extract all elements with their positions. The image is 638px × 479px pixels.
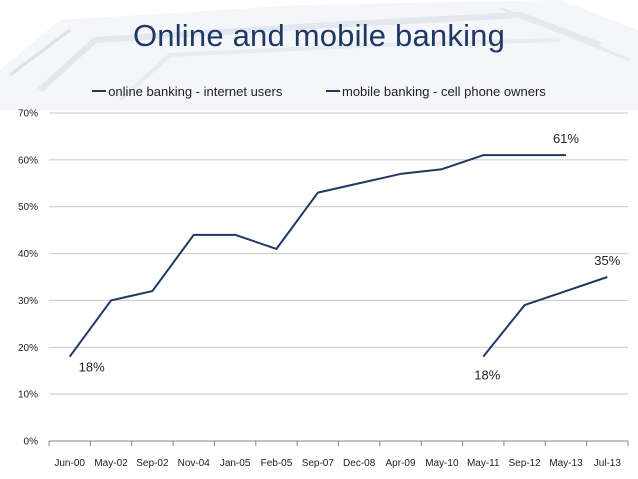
data-label: 35% (594, 253, 620, 268)
x-tick-label: May-13 (549, 458, 583, 469)
y-tick-label: 60% (18, 155, 38, 166)
y-tick-label: 70% (18, 109, 38, 120)
y-tick-label: 30% (18, 296, 38, 307)
x-tick-label: May-10 (425, 458, 459, 469)
y-tick-label: 0% (24, 437, 39, 448)
x-tick-label: Apr-09 (386, 458, 416, 469)
x-tick-label: Sep-07 (302, 458, 335, 469)
x-tick-label: Jul-13 (594, 458, 622, 469)
y-tick-label: 10% (18, 390, 38, 401)
legend-label-mobile: mobile banking - cell phone owners (342, 83, 546, 99)
x-tick-label: Sep-02 (136, 458, 169, 469)
data-label: 61% (553, 131, 579, 146)
x-tick-label: Jun-00 (54, 458, 85, 469)
x-tick-label: May-11 (467, 458, 500, 469)
x-tick-label: Feb-05 (261, 458, 293, 469)
y-tick-label: 50% (18, 202, 38, 213)
legend-label-online: online banking - internet users (108, 83, 283, 99)
series-line-online-banking (68, 154, 566, 358)
x-tick-label: Nov-04 (178, 458, 211, 469)
x-tick-label: May-02 (94, 458, 128, 469)
data-label: 18% (79, 360, 105, 375)
legend-item-online: online banking - internet users (92, 84, 282, 99)
y-tick-label: 20% (18, 343, 38, 354)
legend-line-icon (326, 90, 340, 92)
x-tick-label: Jan-05 (220, 458, 251, 469)
x-tick-label: Sep-12 (508, 458, 541, 469)
legend-item-mobile: mobile banking - cell phone owners (326, 84, 546, 99)
page-title: Online and mobile banking (132, 18, 506, 53)
chart-legend: online banking - internet users mobile b… (0, 80, 638, 99)
y-tick-label: 40% (18, 249, 38, 260)
series-line-mobile-banking (482, 276, 608, 358)
x-tick-label: Dec-08 (343, 458, 376, 469)
legend-line-icon (92, 90, 107, 92)
data-label: 18% (474, 368, 500, 383)
